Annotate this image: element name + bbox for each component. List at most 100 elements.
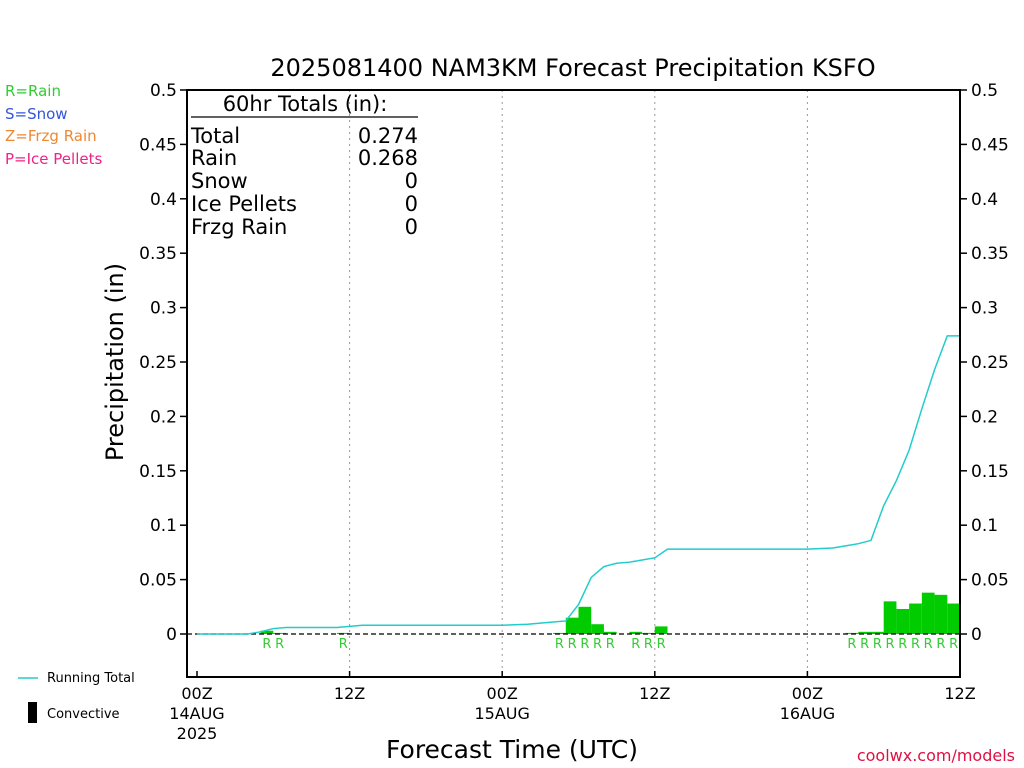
y-tick-label-left: 0.1: [150, 516, 177, 536]
y-tick-label-left: 0.45: [139, 135, 177, 155]
y-tick-label-right: 0.2: [971, 407, 998, 427]
precip-type-marker: R: [657, 637, 666, 652]
y-tick-label-right: 0.3: [971, 299, 998, 319]
totals-value-frzg: 0: [405, 215, 418, 239]
precip-type-marker: R: [262, 637, 271, 652]
precip-bars: [260, 592, 960, 634]
precip-bar: [883, 601, 897, 634]
precip-type-marker: R: [873, 637, 882, 652]
totals-label-frzg: Frzg Rain: [191, 215, 287, 239]
precip-bar: [629, 631, 643, 634]
x-tick-label: 12Z: [944, 684, 975, 703]
y-tick-label-left: 0.15: [139, 462, 177, 482]
precip-bar: [642, 632, 655, 634]
precip-bar: [858, 631, 871, 634]
precip-bar: [896, 608, 910, 634]
totals-value-ice: 0: [405, 192, 418, 216]
x-axis-label: Forecast Time (UTC): [386, 735, 638, 764]
source-footer: coolwx.com/models: [857, 746, 1015, 765]
precip-type-marker: R: [339, 637, 348, 652]
legend-convective-label: Convective: [47, 707, 120, 722]
precip-type-marker: R: [924, 637, 933, 652]
x-tick-date: 15AUG: [474, 704, 529, 723]
totals-label-total: Total: [190, 124, 240, 148]
x-tick-date: 14AUG: [169, 704, 224, 723]
legend-snow-key: S=Snow: [5, 105, 68, 123]
precip-type-marker: R: [847, 637, 856, 652]
precip-type-marker: R: [911, 637, 920, 652]
y-tick-label-left: 0.3: [150, 299, 177, 319]
precip-type-marker: R: [606, 637, 615, 652]
y-tick-label-left: 0.05: [139, 571, 177, 591]
legend-rain-key: R=Rain: [5, 82, 61, 100]
precip-type-marker: R: [949, 637, 958, 652]
precip-type-marker: R: [898, 637, 907, 652]
running-total-line: [197, 335, 960, 635]
chart-title: 2025081400 NAM3KM Forecast Precipitation…: [270, 54, 875, 82]
x-tick-date: 16AUG: [780, 704, 835, 723]
totals-box: 60hr Totals (in): Total 0.274 Rain 0.268…: [190, 92, 418, 239]
y-tick-label-right: 0.45: [971, 135, 1009, 155]
y-tick-label-right: 0.4: [971, 190, 998, 210]
precip-type-marker: R: [860, 637, 869, 652]
precip-bar: [591, 624, 604, 634]
y-tick-label-right: 0.35: [971, 244, 1009, 264]
y-tick-label-left: 0.25: [139, 353, 177, 373]
y-tick-label-right: 0: [971, 625, 982, 645]
y-tick-label-left: 0.5: [150, 81, 177, 101]
x-tick-label: 00Z: [181, 684, 212, 703]
precip-bar: [654, 626, 668, 634]
y-tick-label-left: 0.35: [139, 244, 177, 264]
precip-type-marker: R: [644, 637, 653, 652]
y-axis-ticks: 0 00.05 0.050.1 0.10.15 0.150.2 0.20.25 0.250.…: [139, 81, 1009, 645]
totals-label-snow: Snow: [191, 169, 248, 193]
precip-type-marker: R: [631, 637, 640, 652]
precip-bar: [934, 594, 948, 634]
y-tick-label-right: 0.5: [971, 81, 998, 101]
precip-bar: [947, 603, 960, 634]
x-tick-label: 00Z: [487, 684, 518, 703]
legend-convective-swatch: [28, 702, 37, 723]
precip-type-marker: R: [275, 637, 284, 652]
y-tick-label-left: 0.4: [150, 190, 177, 210]
x-tick-label: 00Z: [792, 684, 823, 703]
precip-type-marker: R: [593, 637, 602, 652]
precip-bar: [565, 617, 579, 634]
precip-type-marker: R: [886, 637, 895, 652]
y-tick-label-left: 0.2: [150, 407, 177, 427]
precip-bar: [578, 606, 592, 634]
totals-label-ice: Ice Pellets: [191, 192, 297, 216]
precip-type-marker: R: [580, 637, 589, 652]
legend-frzg-key: Z=Frzg Rain: [5, 127, 97, 145]
y-tick-label-right: 0.1: [971, 516, 998, 536]
grid-lines: [349, 90, 808, 677]
precip-bar: [921, 592, 935, 634]
precip-type-marker: R: [555, 637, 564, 652]
precip-type-marker: R: [568, 637, 577, 652]
y-axis-label: Precipitation (in): [101, 263, 129, 461]
precip-type-marker: R: [936, 637, 945, 652]
totals-value-snow: 0: [405, 169, 418, 193]
totals-label-rain: Rain: [191, 146, 237, 170]
x-tick-label: 12Z: [334, 684, 365, 703]
totals-value-total: 0.274: [358, 124, 418, 148]
totals-heading: 60hr Totals (in):: [223, 92, 388, 116]
y-tick-label-right: 0.15: [971, 462, 1009, 482]
precip-bar: [260, 630, 274, 634]
x-tick-label: 12Z: [639, 684, 670, 703]
y-tick-label-right: 0.05: [971, 571, 1009, 591]
precip-bar: [909, 603, 922, 634]
legend-ice-key: P=Ice Pellets: [5, 150, 102, 168]
plot-frame: [186, 89, 961, 678]
y-tick-label-right: 0.25: [971, 353, 1009, 373]
legend-running-label: Running Total: [47, 671, 135, 686]
precip-bar: [870, 631, 884, 634]
x-tick-year: 2025: [177, 724, 218, 743]
totals-value-rain: 0.268: [358, 146, 418, 170]
precip-bar: [603, 631, 617, 634]
y-tick-label-left: 0: [166, 625, 177, 645]
